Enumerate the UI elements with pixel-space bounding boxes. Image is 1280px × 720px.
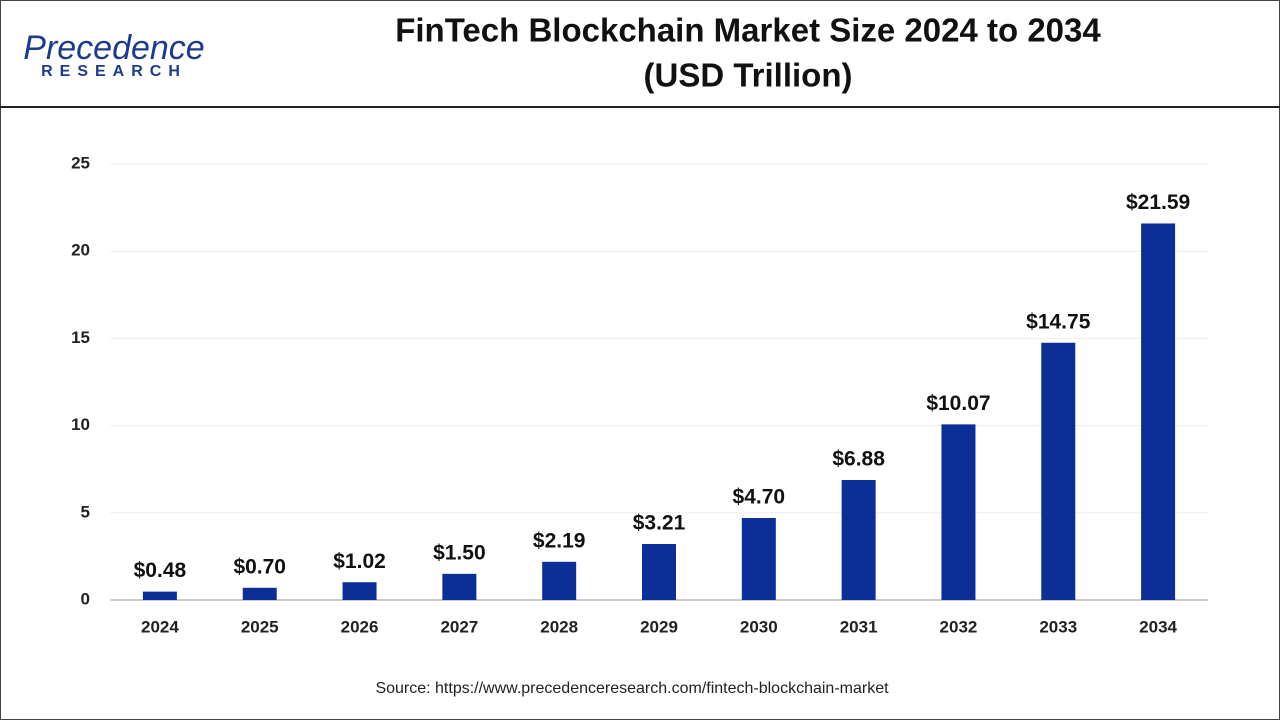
x-tick-label: 2033 (1039, 617, 1077, 636)
bar (342, 582, 377, 600)
y-tick-label: 10 (71, 415, 90, 434)
x-tick-label: 2025 (241, 617, 279, 636)
y-tick-label: 15 (71, 328, 90, 347)
x-tick-label: 2026 (341, 617, 379, 636)
x-tick-label: 2030 (740, 617, 778, 636)
x-tick-label: 2028 (540, 617, 578, 636)
value-label: $3.21 (633, 512, 686, 535)
value-label: $0.48 (134, 559, 187, 582)
source: Source: https://www.precedenceresearch.c… (375, 680, 889, 697)
value-label: $6.88 (832, 448, 885, 471)
x-tick-label: 2027 (440, 617, 478, 636)
bar (542, 561, 577, 600)
value-label: $4.70 (733, 486, 786, 509)
bar (1041, 342, 1076, 600)
y-tick-label: 20 (71, 241, 90, 260)
value-label: $1.50 (433, 541, 486, 564)
bar (741, 518, 776, 600)
x-tick-label: 2032 (940, 617, 978, 636)
y-tick-label: 5 (81, 502, 90, 521)
bar (642, 544, 676, 600)
value-label: $2.19 (533, 529, 586, 552)
value-label: $21.59 (1126, 191, 1190, 214)
bar (442, 573, 477, 600)
logo-tagline: RESEARCH (41, 63, 187, 80)
value-label: $10.07 (926, 392, 990, 415)
bar (941, 424, 976, 600)
value-label: $14.75 (1026, 310, 1091, 333)
bar (841, 480, 876, 600)
x-tick-label: 2034 (1139, 617, 1177, 636)
y-tick-label: 25 (71, 153, 90, 172)
bar (1141, 223, 1176, 600)
x-tick-label: 2031 (840, 617, 878, 636)
x-tick-label: 2029 (640, 617, 678, 636)
y-tick-label: 0 (81, 589, 90, 608)
x-tick-label: 2024 (141, 617, 179, 636)
chart-title: FinTech Blockchain Market Size 2024 to 2… (395, 12, 1101, 49)
bar (142, 591, 177, 600)
logo-name: Precedence (23, 29, 204, 67)
bar (242, 587, 277, 600)
value-label: $1.02 (333, 550, 386, 573)
chart-subtitle: (USD Trillion) (644, 57, 853, 94)
value-label: $0.70 (233, 555, 286, 578)
